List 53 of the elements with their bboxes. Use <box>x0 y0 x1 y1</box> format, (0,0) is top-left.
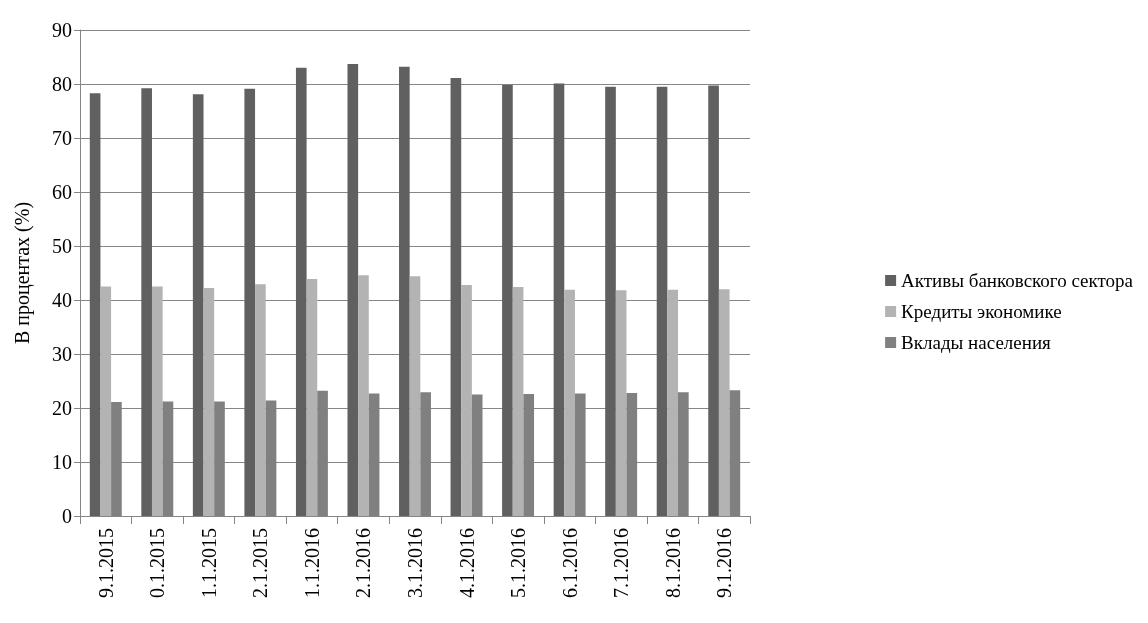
bar <box>399 66 410 516</box>
y-axis-title: В процентах (%) <box>11 201 34 345</box>
bar <box>718 289 730 516</box>
x-tick-label: 9.1.2015 <box>94 528 117 598</box>
x-tick-label: 5.1.2016 <box>507 528 530 598</box>
y-tick-label: 90 <box>52 19 72 41</box>
legend-label: Активы банковского сектора <box>901 270 1134 291</box>
bar <box>244 88 256 516</box>
y-tick-label: 20 <box>52 397 72 419</box>
x-tick-label: 7.1.2016 <box>610 528 633 598</box>
bar <box>667 289 679 516</box>
bar <box>89 93 101 516</box>
x-tick-label: 1.1.2016 <box>300 528 323 598</box>
y-tick-label: 0 <box>62 505 72 527</box>
x-tick-label: 1.1.2015 <box>197 528 220 598</box>
bar <box>192 94 204 516</box>
bar <box>203 288 215 516</box>
legend-label: Кредиты экономике <box>901 301 1062 322</box>
x-tick-label: 9.1.2016 <box>713 528 736 598</box>
y-tick-label: 60 <box>52 181 72 203</box>
bar <box>708 85 719 516</box>
bar <box>502 85 513 516</box>
y-tick-label: 10 <box>52 451 72 473</box>
bar <box>605 86 616 516</box>
bar <box>615 290 627 516</box>
y-tick-label: 70 <box>52 127 72 149</box>
bar <box>450 78 462 516</box>
bar <box>512 287 524 516</box>
bar <box>553 83 565 516</box>
x-tick-label: 2.1.2016 <box>352 528 375 598</box>
bar <box>151 286 163 516</box>
bar <box>295 67 307 516</box>
x-tick-label: 8.1.2016 <box>661 528 684 598</box>
bar <box>100 286 112 516</box>
x-tick-label: 4.1.2016 <box>455 528 478 598</box>
bar <box>347 64 359 516</box>
bar <box>306 278 318 516</box>
bar <box>141 88 152 516</box>
bar <box>409 276 421 516</box>
x-tick-label: 3.1.2016 <box>404 528 426 598</box>
x-tick-label: 0.1.2015 <box>146 528 169 598</box>
legend-label: Вклады населения <box>901 332 1052 353</box>
y-tick-label: 40 <box>52 289 72 311</box>
y-tick-label: 80 <box>52 73 72 95</box>
bar <box>564 289 575 516</box>
y-tick-label: 50 <box>52 235 72 257</box>
x-tick-label: 6.1.2016 <box>558 528 581 598</box>
bar <box>255 284 266 516</box>
x-tick-label: 2.1.2015 <box>249 528 272 598</box>
bar <box>461 284 472 516</box>
bar <box>358 275 369 516</box>
y-tick-label: 30 <box>52 343 72 365</box>
bar <box>656 86 668 516</box>
